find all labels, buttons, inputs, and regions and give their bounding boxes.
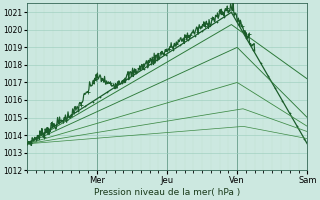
X-axis label: Pression niveau de la mer( hPa ): Pression niveau de la mer( hPa ) [94,188,240,197]
